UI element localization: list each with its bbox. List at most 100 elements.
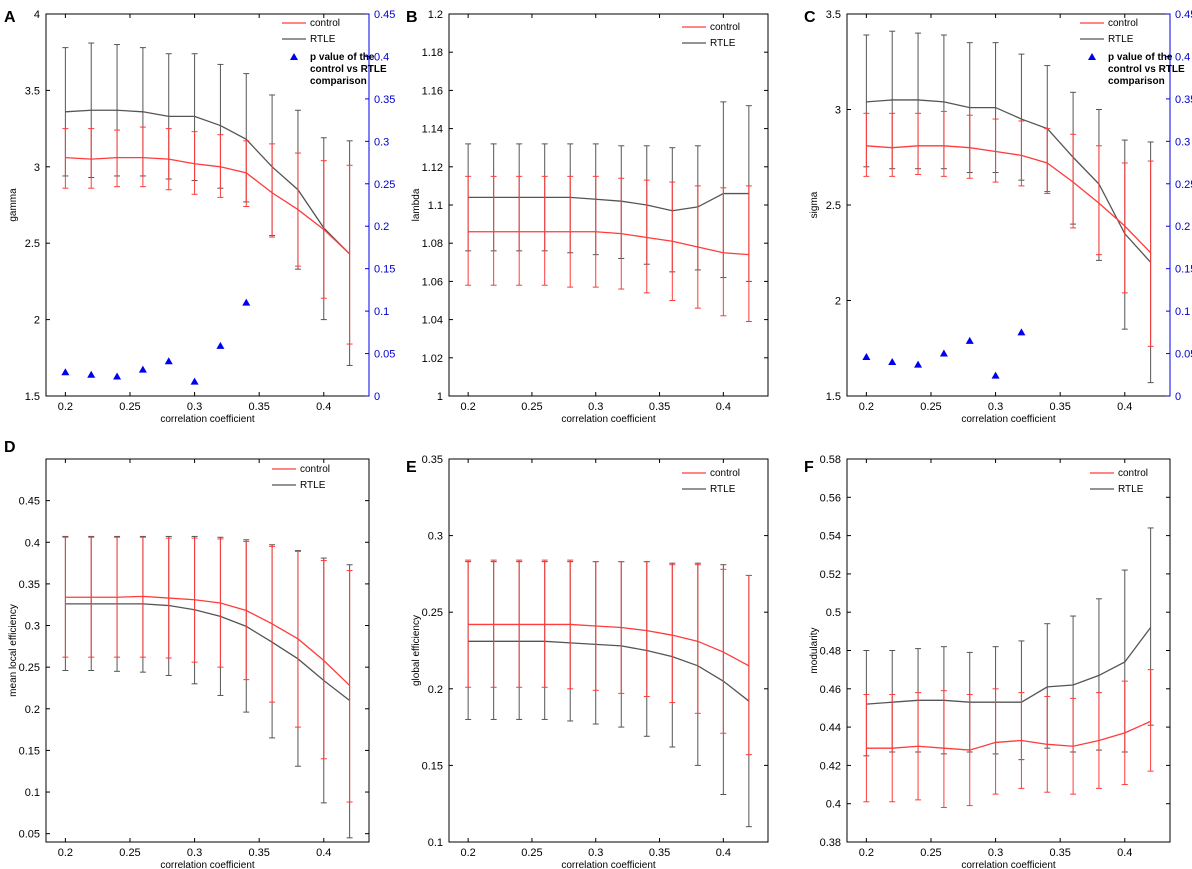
panel-b-y-tick-label: 1.08 xyxy=(422,238,443,250)
panel-b-y-tick-label: 1.18 xyxy=(422,47,443,59)
panel-f-x-tick-label: 0.4 xyxy=(1117,847,1132,859)
panel-d-y-tick-label: 0.2 xyxy=(25,704,40,716)
panel-f-y-axis-label: modularity xyxy=(809,627,820,673)
panel-d-legend-control-label: control xyxy=(300,464,330,475)
panel-a-right-y-tick-label: 0.2 xyxy=(374,221,389,233)
panel-d-legend: control RTLE xyxy=(272,464,330,491)
panel-f-y-tick-label: 0.46 xyxy=(820,684,841,696)
panel-c-right-y-tick-label: 0.1 xyxy=(1175,306,1190,318)
panel-c-pvalue-marker xyxy=(965,336,974,344)
panel-d-letter: D xyxy=(4,439,16,456)
panel-d-y-tick-label: 0.1 xyxy=(25,787,40,799)
panel-b-y-tick-label: 1.12 xyxy=(422,162,443,174)
panel-b-plot-frame xyxy=(448,13,769,397)
panel-b-y-tick-label: 1.16 xyxy=(422,85,443,97)
panel-b-y-tick-label: 1.2 xyxy=(428,9,443,21)
panel-d-y-tick-label: 0.4 xyxy=(25,537,40,549)
panel-d-x-axis-label: correlation coefficient xyxy=(160,860,255,869)
panel-c-pvalue-marker xyxy=(888,358,897,366)
panel-a-letter: A xyxy=(4,9,16,26)
panel-f-plot-frame xyxy=(846,458,1171,843)
panel-a-x-tick-label: 0.3 xyxy=(187,401,202,413)
panel-a-legend-pvalue-label: p value of the xyxy=(310,52,375,63)
panel-a-x-tick-label: 0.2 xyxy=(58,401,73,413)
panel-b-y-tick-label: 1.06 xyxy=(422,276,443,288)
panel-c-right-y-tick-label: 0.4 xyxy=(1175,51,1190,63)
panel-f-legend: control RTLE xyxy=(1090,468,1148,495)
panel-d-y-axis-label: mean local efficiency xyxy=(8,604,19,697)
panel-b-y-axis-label: lambda xyxy=(411,188,422,221)
panel-f-chart: F 0.2 0.25 0.3 0.35 0.4 0.38 0.4 0.42 0.44 0.46 0.4… xyxy=(804,454,1171,869)
panel-e-y-tick-label: 0.35 xyxy=(422,454,443,466)
panel-c-legend-pvalue-label: control vs RTLE xyxy=(1108,64,1185,75)
panel-e-letter: E xyxy=(406,459,417,476)
panel-c-y-axis-label: sigma xyxy=(809,191,820,218)
panel-c-y-tick-label: 2.5 xyxy=(826,200,841,212)
panel-b-y-tick-label: 1.14 xyxy=(422,124,443,136)
panel-c-legend-pvalue-marker xyxy=(1088,53,1096,60)
panel-b-x-tick-label: 0.2 xyxy=(460,401,475,413)
panel-d-x-tick-label: 0.2 xyxy=(58,847,73,859)
panel-c-y-tick-label: 2 xyxy=(835,296,841,308)
panel-a-legend-pvalue-label: control vs RTLE xyxy=(310,64,387,75)
panel-f-x-tick-label: 0.2 xyxy=(859,847,874,859)
panel-a-legend-rtle-label: RTLE xyxy=(310,34,336,45)
panel-c-chart: C 0.2 0.25 0.3 0.35 0.4 1.5 2 2.5 3 3.5 correlation… xyxy=(804,9,1192,425)
panel-c-y-tick-label: 3.5 xyxy=(826,9,841,21)
panel-d-x-tick-label: 0.3 xyxy=(187,847,202,859)
panel-f-rtle-line xyxy=(866,627,1152,705)
panel-a-chart: A 0.2 0.25 0.3 0.35 0.4 1.5 2 2.5 3 3.5 4 correlatio… xyxy=(4,9,395,425)
panel-d-x-tick-label: 0.35 xyxy=(248,847,269,859)
panel-a-legend-pvalue-marker xyxy=(290,53,298,60)
panel-e-rtle-line xyxy=(468,640,750,702)
panel-a-x-axis-label: correlation coefficient xyxy=(160,414,255,425)
panel-e-legend-rtle-label: RTLE xyxy=(710,484,736,495)
panel-a-y-tick-label: 2.5 xyxy=(25,238,40,250)
panel-c-x-tick-label: 0.4 xyxy=(1117,401,1132,413)
panel-b-control-line xyxy=(468,231,749,256)
panel-b-x-axis-label: correlation coefficient xyxy=(561,414,656,425)
panel-a-y-tick-label: 2 xyxy=(34,315,40,327)
panel-a-pvalue-marker xyxy=(164,357,173,365)
panel-f-x-tick-label: 0.25 xyxy=(920,847,941,859)
panel-b-legend-control-label: control xyxy=(710,22,740,33)
panel-a-pvalue-marker xyxy=(87,370,96,378)
panel-a-x-tick-label: 0.4 xyxy=(316,401,331,413)
panel-a-y-axis-label: gamma xyxy=(8,188,19,222)
panel-d-plot-frame xyxy=(45,458,370,843)
panel-b-x-tick-label: 0.4 xyxy=(716,401,731,413)
panel-c-control-line xyxy=(866,145,1152,254)
panel-a-right-y-tick-label: 0.15 xyxy=(374,264,395,276)
panel-a-right-y-tick-label: 0.3 xyxy=(374,136,389,148)
panel-d-control-line xyxy=(65,595,351,686)
panel-e-plot-frame xyxy=(448,458,769,843)
panel-b-legend: control RTLE xyxy=(682,22,740,49)
panel-d-y-tick-label: 0.45 xyxy=(19,496,40,508)
panel-c-legend-pvalue-label: p value of the xyxy=(1108,52,1173,63)
panel-a-y-tick-label: 1.5 xyxy=(25,391,40,403)
panel-c-right-y-tick-label: 0.15 xyxy=(1175,264,1192,276)
panel-f-letter: F xyxy=(804,459,814,476)
panel-c-right-y-tick-label: 0 xyxy=(1175,391,1181,403)
panel-a-y-tick-label: 4 xyxy=(34,9,40,21)
panel-c-right-y-tick-label: 0.05 xyxy=(1175,349,1192,361)
panel-a-control-line xyxy=(65,156,351,255)
panel-c-right-y-tick-label: 0.45 xyxy=(1175,9,1192,21)
panel-e-y-tick-label: 0.2 xyxy=(428,684,443,696)
panel-a-legend-control-label: control xyxy=(310,18,340,29)
panel-f-y-tick-label: 0.54 xyxy=(820,531,841,543)
panel-c-right-y-tick-label: 0.3 xyxy=(1175,136,1190,148)
panel-a-x-tick-label: 0.25 xyxy=(119,401,140,413)
panel-d-y-tick-label: 0.35 xyxy=(19,579,40,591)
panel-a-y-tick-label: 3.5 xyxy=(25,85,40,97)
panel-b-chart: B 0.2 0.25 0.3 0.35 0.4 1 1.02 1.04 1.06 1.08 1.1 1.… xyxy=(406,9,769,425)
panel-a-pvalue-marker xyxy=(61,368,70,376)
panel-e-x-tick-label: 0.4 xyxy=(716,847,731,859)
panel-a-pvalue-marker xyxy=(216,341,225,349)
panel-e-y-tick-label: 0.1 xyxy=(428,837,443,849)
panel-f-x-tick-label: 0.35 xyxy=(1049,847,1070,859)
panel-c-x-tick-label: 0.25 xyxy=(920,401,941,413)
panel-c-pvalue-marker xyxy=(939,349,948,357)
panel-c-pvalue-marker xyxy=(991,371,1000,379)
panel-b-letter: B xyxy=(406,9,418,26)
